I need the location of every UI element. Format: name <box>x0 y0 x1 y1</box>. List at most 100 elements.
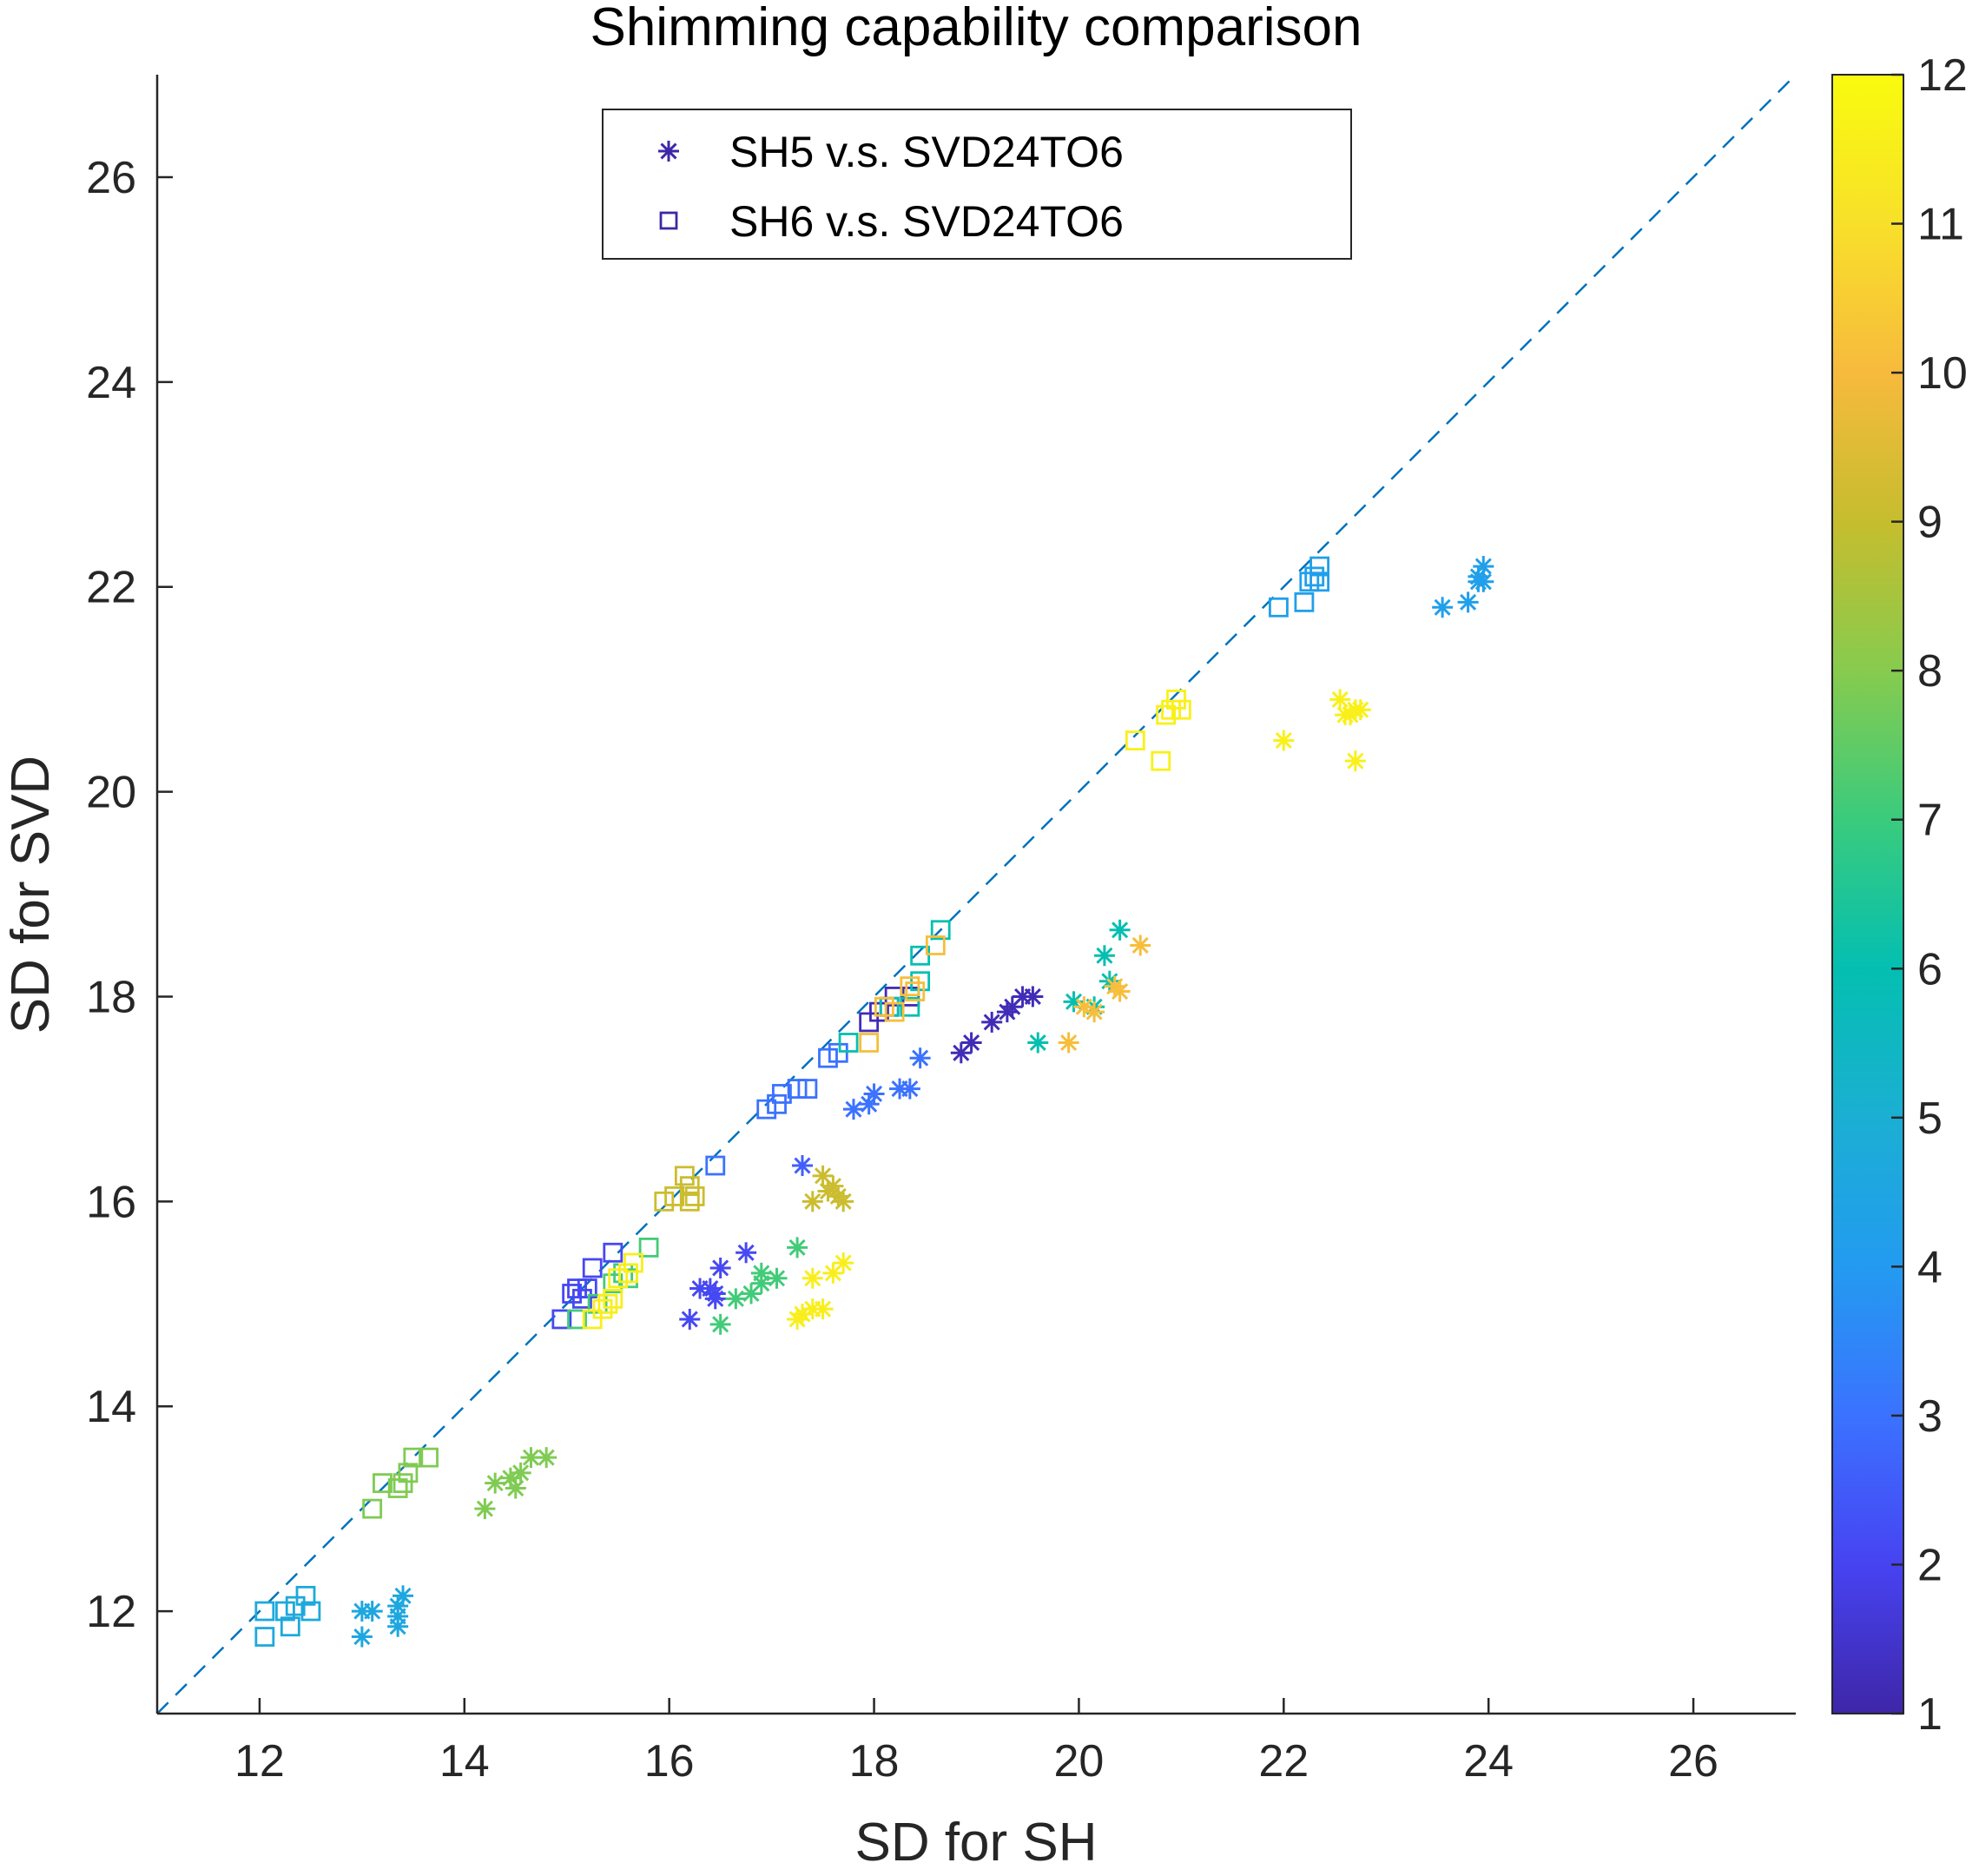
data-point-asterisk <box>787 1237 808 1258</box>
data-point-square <box>674 1166 695 1186</box>
data-point-asterisk <box>833 1252 854 1274</box>
x-tick-label: 16 <box>644 1736 695 1787</box>
y-tick-label: 26 <box>86 153 136 203</box>
x-axis-label: SD for SH <box>854 1813 1097 1873</box>
data-point-square <box>859 1012 880 1033</box>
data-point-square <box>1309 556 1329 577</box>
data-point-asterisk <box>510 1462 531 1483</box>
data-point-square <box>597 1293 618 1314</box>
data-point-square <box>818 1047 838 1068</box>
data-point-square <box>295 1585 316 1606</box>
data-point-asterisk <box>842 1099 864 1120</box>
colorbar-tick-label: 4 <box>1917 1242 1943 1292</box>
data-point-asterisk <box>812 1298 834 1320</box>
y-tick-label: 18 <box>86 972 136 1022</box>
data-point-asterisk <box>1109 981 1131 1002</box>
data-point-square <box>869 1001 889 1022</box>
legend-asterisk-glyph <box>658 141 679 162</box>
y-tick-label: 16 <box>86 1177 136 1227</box>
data-point-square <box>679 1191 700 1212</box>
data-point-asterisk <box>1432 597 1454 618</box>
data-point-square <box>772 1084 792 1104</box>
y-tick-label: 14 <box>86 1382 136 1432</box>
data-point-asterisk <box>766 1267 788 1289</box>
data-point-square <box>1304 566 1325 587</box>
data-points-layer <box>254 556 1494 1648</box>
data-point-square <box>925 935 946 955</box>
data-point-square <box>756 1099 777 1120</box>
data-point-asterisk <box>387 1615 409 1637</box>
data-point-asterisk <box>899 1078 920 1100</box>
data-point-square <box>373 1473 393 1494</box>
y-tick-label: 12 <box>86 1587 136 1637</box>
data-point-asterisk <box>351 1626 373 1648</box>
colorbar-tick-label: 8 <box>1917 646 1943 697</box>
x-tick-label: 24 <box>1463 1736 1514 1787</box>
data-point-square <box>1161 699 1181 720</box>
data-point-square <box>1309 571 1329 592</box>
data-point-asterisk <box>1093 945 1115 967</box>
data-point-square <box>254 1627 275 1647</box>
data-point-square <box>623 1252 643 1273</box>
data-point-square <box>603 1242 623 1263</box>
data-point-square <box>664 1186 684 1206</box>
data-point-square <box>684 1186 705 1206</box>
data-point-asterisk <box>1344 750 1366 772</box>
data-point-square <box>679 1176 700 1197</box>
data-point-asterisk <box>817 1180 839 1202</box>
legend-square-marker <box>659 211 678 230</box>
legend-box <box>602 109 1352 260</box>
y-tick-label: 22 <box>86 563 136 613</box>
colorbar-tick-label: 7 <box>1917 796 1943 846</box>
legend-square-glyph <box>659 211 678 230</box>
data-point-asterisk <box>812 1165 834 1186</box>
data-point-square <box>592 1298 613 1319</box>
y-axis-ticks: 12 14 16 18 20 22 24 26 <box>86 153 173 1637</box>
colorbar-tick-label: 11 <box>1917 200 1964 250</box>
data-point-asterisk <box>736 1242 757 1264</box>
data-point-asterisk <box>709 1313 731 1335</box>
data-point-asterisk <box>1457 591 1479 613</box>
data-point-square <box>900 996 920 1017</box>
data-point-square <box>567 1278 587 1298</box>
colorbar-tick-label: 6 <box>1917 944 1943 994</box>
colorbar-tick-label: 9 <box>1917 498 1943 548</box>
data-point-square <box>1269 597 1289 618</box>
x-axis-ticks: 12 14 16 18 20 22 24 26 <box>234 1698 1718 1787</box>
data-point-square <box>1156 704 1177 725</box>
legend-asterisk-marker <box>658 141 679 162</box>
data-point-asterisk <box>1329 689 1351 710</box>
data-point-square <box>603 1288 623 1309</box>
y-tick-label: 24 <box>86 358 136 408</box>
data-point-asterisk <box>485 1472 506 1494</box>
data-point-square <box>884 987 905 1007</box>
x-tick-label: 26 <box>1668 1736 1718 1787</box>
data-point-square <box>362 1498 383 1519</box>
data-point-square <box>562 1284 583 1304</box>
data-point-square <box>874 996 894 1017</box>
data-point-asterisk <box>750 1262 772 1284</box>
data-point-square <box>398 1463 419 1483</box>
chart-title: Shimming capability comparison <box>590 0 1362 57</box>
data-point-square <box>910 945 931 966</box>
data-point-square <box>618 1263 638 1284</box>
data-point-asterisk <box>709 1257 731 1278</box>
data-point-asterisk <box>792 1155 814 1177</box>
data-point-asterisk <box>474 1498 496 1520</box>
data-point-square <box>654 1191 675 1212</box>
data-point-asterisk <box>393 1585 414 1607</box>
x-tick-label: 18 <box>849 1736 900 1787</box>
data-point-asterisk <box>505 1477 526 1499</box>
data-point-square <box>859 1033 880 1053</box>
data-point-asterisk <box>741 1283 762 1305</box>
data-point-square <box>1171 699 1191 720</box>
y-tick-label: 20 <box>86 768 136 818</box>
x-tick-label: 12 <box>234 1736 285 1787</box>
data-point-square <box>838 1033 859 1053</box>
data-point-asterisk <box>1058 1032 1079 1054</box>
data-point-square <box>900 976 920 997</box>
data-point-square <box>551 1309 572 1330</box>
colorbar-tick-label: 1 <box>1917 1689 1943 1740</box>
